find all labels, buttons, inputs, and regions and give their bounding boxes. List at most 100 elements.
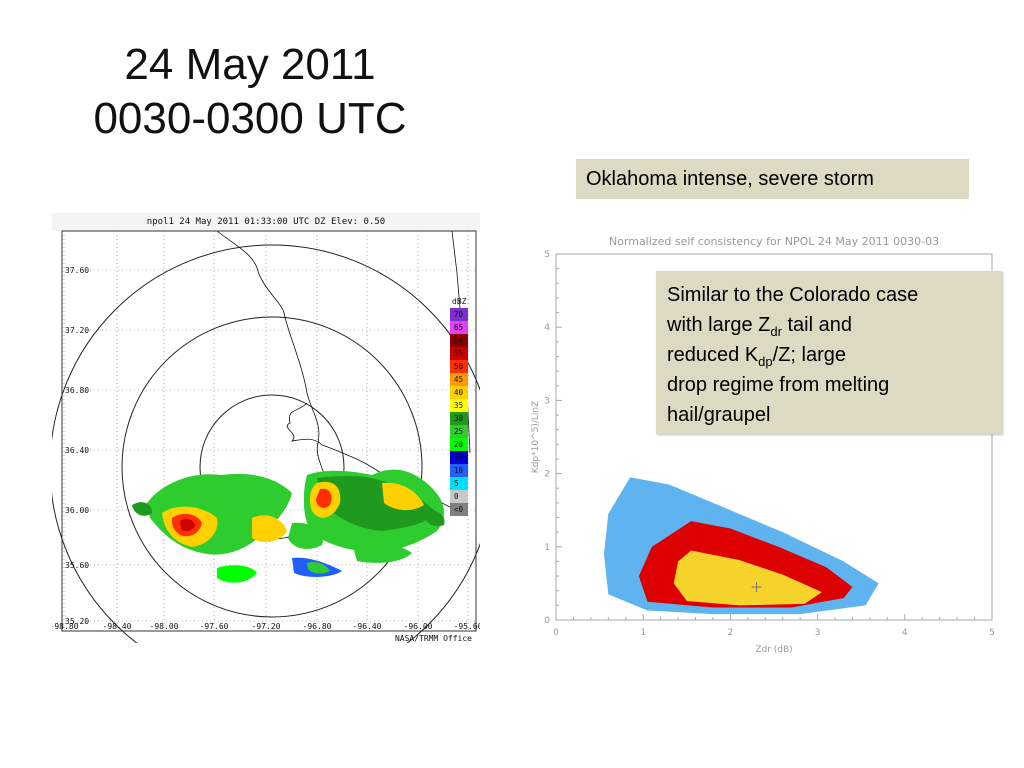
legend-swatch (450, 347, 468, 360)
x-tick-label: 4 (902, 628, 908, 638)
y-tick-label: 0 (544, 616, 550, 626)
callout-line-4: drop regime from melting (667, 374, 890, 396)
legend-label: 55 (454, 349, 463, 358)
echo-region (180, 518, 195, 532)
legend-swatch (450, 321, 468, 334)
legend-swatch (450, 425, 468, 438)
y-tick-label: 1 (544, 543, 550, 553)
radar-image-panel: npol1 24 May 2011 01:33:00 UTC DZ Elev: … (52, 213, 480, 643)
range-ring (121, 316, 423, 618)
lon-label: -96.00 (404, 622, 433, 631)
legend-swatch (450, 412, 468, 425)
echo-region (307, 562, 330, 574)
legend-swatch (450, 438, 468, 451)
y-axis-label: Kdp*10^5)/LinZ (531, 401, 541, 473)
legend-swatch (450, 399, 468, 412)
legend-label: 70 (454, 310, 464, 319)
lat-label: 37.60 (65, 266, 89, 275)
legend-swatch (450, 477, 468, 490)
lon-label: -98.80 (52, 622, 79, 631)
radar-footer: NASA/TRMM Office (394, 634, 472, 643)
x-tick-label: 3 (815, 628, 821, 638)
kdp-subscript: dp (758, 354, 773, 369)
echo-region (317, 476, 437, 531)
lat-label: 35.20 (65, 617, 89, 626)
legend-label: 40 (454, 388, 464, 397)
lat-label: 37.20 (65, 326, 89, 335)
radar-frame (61, 230, 477, 632)
y-tick-label: 5 (544, 250, 550, 260)
echo-region (316, 488, 332, 508)
legend-swatch (450, 464, 468, 477)
legend-label: 35 (454, 401, 463, 410)
x-axis-label: Zdr (dB) (755, 645, 792, 655)
legend-label: 15 (454, 453, 463, 462)
callout-line-3-text: reduced K (667, 344, 759, 366)
callout-line-1: Similar to the Colorado case (667, 284, 919, 306)
lon-label: -98.40 (103, 622, 132, 631)
x-tick-label: 2 (728, 628, 734, 638)
lon-label: -96.80 (303, 622, 332, 631)
x-tick-label: 1 (640, 628, 646, 638)
contour-inner (673, 550, 822, 606)
echo-region (352, 541, 412, 563)
legend-label: <0 (454, 505, 464, 514)
title-date: 24 May 2011 (124, 40, 376, 89)
zdr-subscript: dr (770, 324, 782, 339)
echo-region (132, 502, 152, 516)
legend-swatch (450, 360, 468, 373)
legend-label: 60 (454, 336, 464, 345)
analysis-callout: Similar to the Colorado case with large … (656, 271, 1002, 434)
legend-unit: dBZ (452, 297, 467, 306)
callout-line-2-text: with large Z (667, 314, 771, 336)
legend-label: 30 (454, 414, 464, 423)
callout-line-5: hail/graupel (667, 404, 771, 426)
callout-line-3-tail: /Z; large (772, 344, 846, 366)
legend-label: 20 (454, 440, 464, 449)
lat-label: 36.00 (65, 506, 89, 515)
legend-swatch (450, 373, 468, 386)
legend-swatch (450, 334, 468, 347)
lat-label: 35.60 (65, 561, 89, 570)
lat-label: 36.80 (65, 386, 89, 395)
legend-label: 25 (454, 427, 463, 436)
range-ring (52, 244, 480, 643)
y-tick-label: 4 (544, 323, 550, 333)
legend-label: 50 (454, 362, 464, 371)
storm-callout: Oklahoma intense, severe storm (576, 159, 969, 199)
radar-header: npol1 24 May 2011 01:33:00 UTC DZ Elev: … (52, 213, 480, 231)
echo-region (217, 565, 257, 583)
legend-swatch (450, 490, 468, 503)
slide-title: 24 May 2011 0030-0300 UTC (40, 38, 460, 146)
legend-label: 5 (454, 479, 459, 488)
title-time-range: 0030-0300 UTC (93, 94, 407, 143)
lat-label: 36.40 (65, 446, 89, 455)
state-boundary (216, 230, 328, 489)
legend-swatch (450, 451, 468, 464)
y-tick-label: 2 (544, 470, 550, 480)
legend-swatch (450, 503, 468, 516)
legend-label: 10 (454, 466, 464, 475)
echo-region (382, 482, 424, 511)
legend-label: 45 (454, 375, 463, 384)
x-tick-label: 0 (553, 628, 559, 638)
echo-region (252, 515, 287, 543)
legend-label: 65 (454, 323, 463, 332)
echo-region (422, 510, 445, 527)
radar-map: 37.60 37.20 36.80 36.40 36.00 35.60 35.20-98.8… (52, 230, 480, 643)
lon-label: -96.40 (353, 622, 382, 631)
x-tick-label: 5 (989, 628, 995, 638)
callout-line-2-tail: tail and (781, 314, 852, 336)
lon-label: -98.00 (150, 622, 179, 631)
lon-label: -97.60 (200, 622, 229, 631)
legend-swatch (450, 386, 468, 399)
chart-title: Normalized self consistency for NPOL 24 … (609, 235, 939, 248)
echo-region (288, 522, 323, 549)
lon-label: -97.20 (252, 622, 281, 631)
legend-swatch (450, 308, 468, 321)
legend-label: 0 (454, 492, 459, 501)
callout-line-3: reduced Kdp/Z; large (667, 340, 991, 370)
storm-callout-text: Oklahoma intense, severe storm (586, 168, 874, 190)
callout-line-2: with large Zdr tail and (667, 310, 991, 340)
lon-label: -95.60 (454, 622, 480, 631)
